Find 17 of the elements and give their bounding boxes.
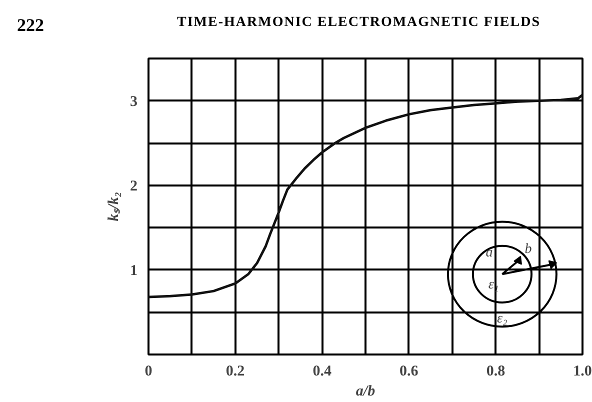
line-series xyxy=(148,94,582,298)
x-axis-title: a/b xyxy=(356,384,376,400)
x-tick-label: 0.6 xyxy=(400,364,419,380)
y-tick-label: 3 xyxy=(130,94,138,110)
x-tick-label: 0.4 xyxy=(312,364,332,380)
y-tick-label: 2 xyxy=(130,178,138,194)
y-tick-label: 1 xyxy=(130,262,138,279)
text: 222 xyxy=(16,14,45,37)
x-tick-label: 0.2 xyxy=(226,364,245,380)
chart-title: TIME-HARMONIC ELECTROMAGNETIC FIELDS xyxy=(176,14,540,32)
annotation: b xyxy=(524,242,532,258)
x-tick-label: 0.8 xyxy=(486,364,506,380)
x-tick-label: 1.0 xyxy=(573,364,592,380)
annotation: ε₂ xyxy=(497,311,508,326)
x-tick-label: 0 xyxy=(144,364,152,380)
annotation: a xyxy=(486,246,493,261)
y-axis-title: kₛ/k₂ xyxy=(106,192,122,222)
